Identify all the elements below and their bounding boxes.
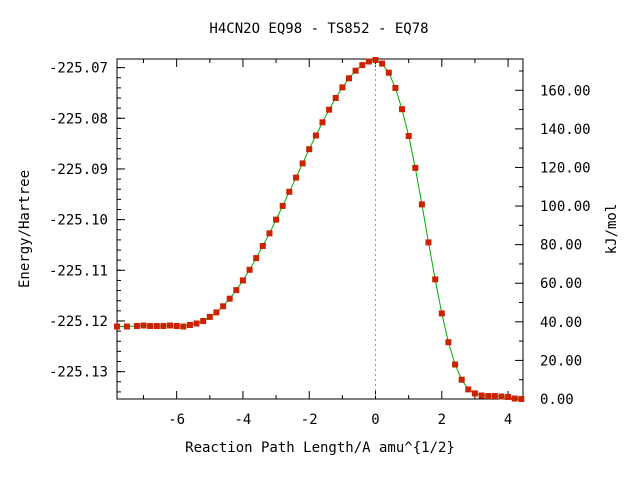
data-point <box>465 386 472 393</box>
y-tick-label: -225.07 <box>49 61 108 77</box>
data-point <box>432 276 439 283</box>
data-point <box>326 106 333 113</box>
data-point <box>306 146 313 153</box>
series-line <box>117 59 522 400</box>
data-point <box>379 60 386 67</box>
data-point <box>293 174 299 181</box>
data-point <box>160 323 167 329</box>
data-point <box>352 67 359 74</box>
y2-tick-label: 80.00 <box>540 238 582 254</box>
data-point <box>246 266 253 273</box>
data-point <box>339 84 346 91</box>
data-point <box>365 58 372 65</box>
data-point <box>511 395 518 402</box>
y-tick-label: -225.09 <box>49 162 108 178</box>
data-point <box>173 323 180 329</box>
y2-axis: 0.00 20.00 40.00 60.00 80.00 100.00 120.00 140.… <box>515 70 591 408</box>
data-point <box>471 390 478 397</box>
data-point <box>452 361 459 368</box>
y2-tick-label: 100.00 <box>540 199 591 215</box>
data-point <box>372 57 379 63</box>
data-point <box>186 322 193 328</box>
data-point <box>233 287 240 294</box>
data-point <box>312 132 319 139</box>
data-point <box>206 313 213 320</box>
x-tick-label: -2 <box>301 412 318 428</box>
data-point <box>385 69 392 76</box>
data-point <box>266 230 273 237</box>
plot-frame <box>116 58 524 400</box>
series-group <box>114 57 525 402</box>
data-point <box>518 396 525 402</box>
data-point <box>498 393 505 400</box>
data-point <box>399 106 405 113</box>
y-tick-label: -225.11 <box>49 263 108 279</box>
y-tick-label: -225.13 <box>49 365 108 381</box>
data-point <box>346 75 352 82</box>
x-tick-label: 4 <box>504 412 512 428</box>
data-point <box>167 322 173 329</box>
data-point <box>491 393 498 399</box>
y2-tick-label: 20.00 <box>540 353 582 369</box>
data-point <box>438 310 445 317</box>
x-axis: -6 -4 -2 0 2 4 <box>143 59 512 428</box>
data-point <box>239 277 246 284</box>
data-point <box>114 323 120 330</box>
data-point <box>418 201 425 208</box>
x-axis-label: Reaction Path Length/A amu^{1/2} <box>185 440 455 456</box>
data-point <box>147 323 154 329</box>
data-point <box>405 133 412 139</box>
y2-tick-label: 0.00 <box>540 392 574 408</box>
data-point <box>505 394 512 400</box>
y-tick-label: -225.12 <box>49 314 108 330</box>
data-point <box>273 216 280 223</box>
data-point <box>286 188 293 195</box>
y2-tick-label: 140.00 <box>540 122 591 138</box>
y-tick-label: -225.08 <box>49 111 108 127</box>
data-point <box>279 202 286 209</box>
y2-axis-label: kJ/mol <box>604 204 620 255</box>
y2-tick-label: 120.00 <box>540 160 591 176</box>
data-point <box>140 322 147 329</box>
y2-tick-label: 160.00 <box>540 83 591 99</box>
chart-title: H4CN2O EQ98 - TS852 - EQ78 <box>209 21 428 37</box>
data-point <box>213 309 220 316</box>
data-point <box>485 393 492 399</box>
y-tick-label: -225.10 <box>49 213 108 229</box>
data-point <box>226 295 233 302</box>
data-point <box>458 376 465 383</box>
data-point <box>180 323 187 330</box>
x-tick-label: 2 <box>438 412 446 428</box>
data-point <box>445 339 452 346</box>
data-point <box>193 320 200 327</box>
data-point <box>133 323 140 329</box>
data-point <box>478 392 485 399</box>
data-point <box>200 318 207 324</box>
data-point <box>412 164 419 171</box>
y2-tick-label: 40.00 <box>540 315 582 331</box>
data-point <box>299 160 306 167</box>
data-point <box>359 62 366 69</box>
x-tick-label: 0 <box>371 412 379 428</box>
data-point <box>123 323 130 330</box>
data-point <box>392 84 399 91</box>
data-point <box>253 255 260 262</box>
data-point <box>425 239 432 246</box>
x-tick-label: -4 <box>235 412 252 428</box>
y-axis: -225.07 -225.08 -225.09 -225.10 -225.11 -225.… <box>49 61 125 393</box>
data-point <box>220 303 227 310</box>
y2-tick-label: 60.00 <box>540 276 582 292</box>
data-point <box>332 95 339 101</box>
data-point <box>319 119 326 126</box>
data-point <box>153 323 160 329</box>
x-tick-label: -6 <box>168 412 185 428</box>
data-point <box>259 243 266 249</box>
y-axis-label: Energy/Hartree <box>17 170 33 288</box>
